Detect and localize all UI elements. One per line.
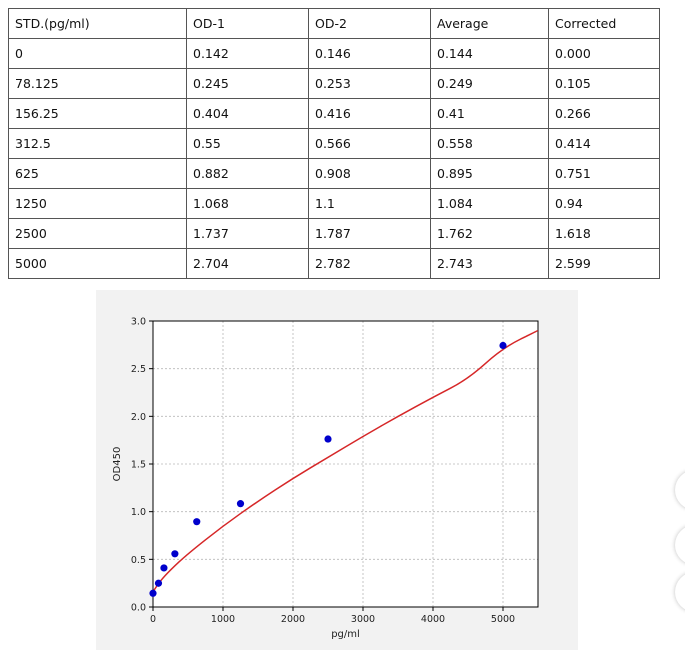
table-cell: 0.94 (548, 188, 660, 219)
table-cell: 0.266 (548, 98, 660, 129)
table-header-cell: OD-2 (308, 8, 431, 39)
table-row: 2500 1.737 1.787 1.762 1.618 (8, 218, 660, 249)
table-cell: 0.245 (186, 68, 309, 99)
table-row: 5000 2.704 2.782 2.743 2.599 (8, 248, 660, 279)
table-cell: 625 (8, 158, 187, 189)
table-cell: 1.068 (186, 188, 309, 219)
x-tick-label: 0 (150, 614, 156, 625)
standard-curve-chart: 0 1000 2000 3000 4000 5000 0.0 0.5 1.0 1.5 2.0 2.5 3… (112, 317, 539, 640)
table-cell: 0 (8, 38, 187, 69)
table-row: 156.25 0.404 0.416 0.41 0.266 (8, 98, 660, 129)
table-cell: 0.751 (548, 158, 660, 189)
table-cell: 0.146 (308, 38, 431, 69)
table-row: 312.5 0.55 0.566 0.558 0.414 (8, 128, 660, 159)
table-cell: 156.25 (8, 98, 187, 129)
table-cell: 0.000 (548, 38, 660, 69)
table-cell: 0.105 (548, 68, 660, 99)
data-point (236, 500, 245, 508)
table-cell: 0.404 (186, 98, 309, 129)
table-header-row: STD.(pg/ml) OD-1 OD-2 Average Corrected (8, 8, 660, 39)
table-cell: 0.414 (548, 128, 660, 159)
side-action-button-1[interactable] (675, 470, 685, 510)
table-cell: 0.908 (308, 158, 431, 189)
y-tick-label: 1.5 (131, 460, 146, 471)
data-point (160, 564, 168, 572)
table-cell: 78.125 (8, 68, 187, 99)
table-header-cell: OD-1 (186, 8, 309, 39)
x-tick-label: 1000 (211, 614, 235, 625)
standard-curve-panel: 0 1000 2000 3000 4000 5000 0.0 0.5 1.0 1.5 2.0 2.5 3… (96, 290, 578, 650)
table-header-cell: Corrected (548, 8, 660, 39)
table-row: 625 0.882 0.908 0.895 0.751 (8, 158, 660, 189)
table-cell: 0.55 (186, 128, 309, 159)
table-cell: 2.743 (430, 248, 549, 279)
table-header-cell: Average (430, 8, 549, 39)
data-point (149, 589, 157, 597)
data-point (324, 435, 332, 443)
table-cell: 0.566 (308, 128, 431, 159)
table-cell: 1.618 (548, 218, 660, 249)
table-cell: 5000 (8, 248, 187, 279)
data-point (171, 550, 179, 558)
side-action-button-3[interactable] (675, 572, 685, 612)
table-cell: 1250 (8, 188, 187, 219)
y-tick-label: 2.0 (131, 412, 146, 423)
table-cell: 0.41 (430, 98, 549, 129)
table-cell: 312.5 (8, 128, 187, 159)
table-cell: 0.882 (186, 158, 309, 189)
table-cell: 1.084 (430, 188, 549, 219)
x-axis-label: pg/ml (331, 629, 360, 640)
table-cell: 0.253 (308, 68, 431, 99)
y-tick-label: 3.0 (131, 317, 146, 328)
table-header-cell: STD.(pg/ml) (8, 8, 187, 39)
table-cell: 1.737 (186, 218, 309, 249)
table-cell: 0.895 (430, 158, 549, 189)
y-axis-label: OD450 (112, 447, 123, 482)
table-cell: 2500 (8, 218, 187, 249)
table-cell: 0.249 (430, 68, 549, 99)
x-tick-label: 2000 (281, 614, 305, 625)
y-tick-label: 0.0 (131, 603, 146, 614)
table-cell: 1.1 (308, 188, 431, 219)
table-row: 0 0.142 0.146 0.144 0.000 (8, 38, 660, 69)
data-point (193, 518, 201, 526)
data-point (154, 579, 163, 587)
table-row: 78.125 0.245 0.253 0.249 0.105 (8, 68, 660, 99)
table-row: 1250 1.068 1.1 1.084 0.94 (8, 188, 660, 219)
table-cell: 0.142 (186, 38, 309, 69)
y-tick-label: 1.0 (131, 507, 146, 518)
data-point (499, 341, 507, 350)
fit-curve-line (153, 329, 538, 593)
x-tick-label: 5000 (491, 614, 515, 625)
table-cell: 0.144 (430, 38, 549, 69)
table-cell: 0.558 (430, 128, 549, 159)
table-cell: 2.782 (308, 248, 431, 279)
x-tick-label: 3000 (351, 614, 375, 625)
table-cell: 0.416 (308, 98, 431, 129)
y-tick-label: 0.5 (131, 555, 146, 566)
side-action-button-2[interactable] (675, 525, 685, 565)
table-cell: 1.762 (430, 218, 549, 249)
table-cell: 2.704 (186, 248, 309, 279)
table-cell: 2.599 (548, 248, 660, 279)
y-tick-label: 2.5 (131, 364, 146, 375)
x-tick-label: 4000 (421, 614, 445, 625)
table-cell: 1.787 (308, 218, 431, 249)
standards-table: STD.(pg/ml) OD-1 OD-2 Average Corrected 0 0.14… (8, 8, 660, 279)
